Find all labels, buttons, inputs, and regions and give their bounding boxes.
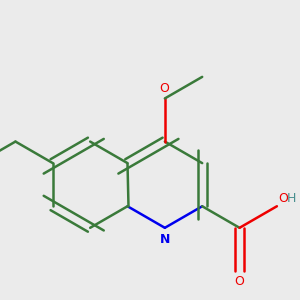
Text: N: N [160, 233, 170, 246]
Text: O: O [159, 82, 169, 95]
Text: O: O [235, 275, 244, 288]
Text: O: O [278, 192, 288, 205]
Text: H: H [286, 192, 296, 205]
